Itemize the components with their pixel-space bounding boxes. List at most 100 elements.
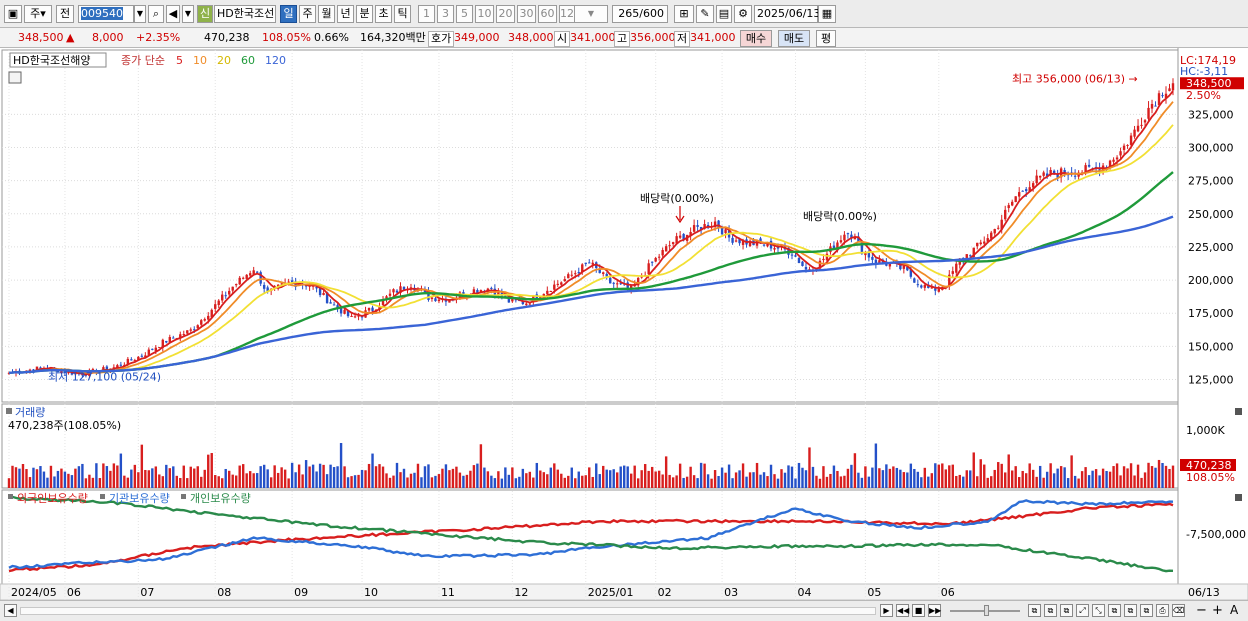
play-icon[interactable]: ▶ [880,604,893,617]
interval-button[interactable]: 월 [318,5,335,23]
volume-bar [458,472,462,488]
clear-icon[interactable]: ⌫ [1172,604,1185,617]
search-icon[interactable]: ⌕ [148,5,164,23]
fast-forward-icon[interactable]: ▶▶ [928,604,942,617]
gear-icon[interactable]: ⚙ [734,5,752,23]
x-tick-label: 02 [658,586,672,599]
volume-bar [476,463,479,488]
rewind-icon[interactable]: ◀◀ [896,604,910,617]
period-select[interactable]: 주▾ [24,5,52,23]
volume-bar [490,475,493,488]
candle-body [801,261,804,266]
volume-bar [969,470,972,488]
grid-settings-icon[interactable]: ⊞ [674,5,694,23]
candle-body [1028,187,1031,192]
count-button[interactable]: 3 [437,5,454,23]
volume-bar [748,472,752,488]
candle-body [668,245,671,247]
volume-bar [259,466,262,488]
date-field[interactable]: 2025/06/13 [754,5,820,23]
split-icon[interactable]: ⤡ [1092,604,1105,617]
buy-button[interactable]: 매수 [740,30,772,47]
window-copy-icon[interactable]: ⧉ [1124,604,1137,617]
save-icon[interactable]: ▤ [716,5,732,23]
bottom-bar: ◀ ▶ ◀◀ ■ ▶▶ ⧉ ⧉ ⧉ ⤢ ⤡ ⧉ ⧉ ⧉ ⎙ ⌫ − + A [0,600,1248,621]
volume-bar [986,477,989,488]
volume-bar [235,475,238,488]
prev-button[interactable]: 전 [56,5,74,23]
candle-body [832,245,836,250]
volume-bar [584,475,587,488]
speaker-icon[interactable]: ◀ [166,5,180,23]
crosshair-icon[interactable]: ✎ [696,5,714,23]
count-button[interactable]: 30 [517,5,536,23]
volume-bar [1070,455,1073,488]
count-button[interactable]: 1 [418,5,435,23]
print-icon[interactable]: ⎙ [1156,604,1169,617]
chart-background [0,48,1248,600]
interval-button[interactable]: 초 [375,5,392,23]
holdings-line [8,499,1174,570]
volume-bar [1108,471,1112,488]
volume-bar [602,465,605,488]
volume-bar [46,477,49,488]
range-field[interactable]: 265/600 [612,5,668,23]
volume-bar [1133,475,1136,488]
layout-icon[interactable]: ⧉ [1140,604,1153,617]
count-button[interactable]: 5 [456,5,473,23]
candle-body [738,238,741,244]
volume-bar [762,472,766,488]
sound-dropdown-icon[interactable]: ▼ [182,5,194,23]
link-icon[interactable]: ⧉ [1108,604,1121,617]
volume-bar [993,469,996,488]
count-dropdown-icon[interactable]: ▼ [574,5,608,23]
volume-bar [640,470,643,488]
arrange-icon[interactable]: ⤢ [1076,604,1089,617]
zoom-in-icon[interactable]: + [1212,603,1223,618]
candle-body [203,319,206,321]
volume-bar [710,478,713,488]
calendar-icon[interactable]: ▦ [818,5,836,23]
volume-bar [336,466,339,488]
interval-button[interactable]: 년 [337,5,354,23]
stock-chart[interactable]: 2024/05 06 07 08 09 10 11 12 2025/01 02 03 04 05 06 06… [0,48,1248,600]
duplicate-icon[interactable]: ⧉ [1044,604,1057,617]
code-dropdown-icon[interactable]: ▼ [134,5,146,23]
scroll-left-icon[interactable]: ◀ [4,604,17,617]
horizontal-scrollbar[interactable] [20,607,876,615]
code-input[interactable]: 009540 [78,5,134,23]
stock-name-field[interactable]: HD한국조선 [214,5,276,23]
volume-bar [381,466,385,488]
avg-button[interactable]: 평 [816,30,836,47]
compare-icon[interactable]: ⧉ [1060,604,1073,617]
candle-body [546,290,549,294]
stop-icon[interactable]: ■ [912,604,925,617]
interval-button[interactable]: 틱 [394,5,411,23]
candle-body [930,287,934,289]
volume-bar [871,467,874,488]
count-button[interactable]: 20 [496,5,515,23]
candle-body [773,248,776,250]
zoom-slider-handle[interactable] [984,605,989,616]
volume-bar [808,447,811,488]
candle-body [598,268,601,274]
window-icon[interactable]: ▣ [4,5,22,23]
volume-bar [542,472,546,488]
interval-button[interactable]: 주 [299,5,316,23]
zoom-out-icon[interactable]: − [1196,603,1207,618]
candle-body [1031,183,1035,188]
last-price-label: 348,500 [1186,77,1232,90]
volume-bar [116,465,119,488]
volume-bar [11,465,14,488]
candle-body [221,294,224,301]
candle-body [210,309,213,318]
sell-button[interactable]: 매도 [778,30,810,47]
volume-bar [126,477,130,488]
copy-icon[interactable]: ⧉ [1028,604,1041,617]
candle-body [790,254,794,256]
interval-button[interactable]: 분 [356,5,373,23]
count-button[interactable]: 60 [538,5,557,23]
count-button[interactable]: 10 [475,5,494,23]
interval-button[interactable]: 일 [280,5,297,23]
font-size-icon[interactable]: A [1230,603,1239,617]
